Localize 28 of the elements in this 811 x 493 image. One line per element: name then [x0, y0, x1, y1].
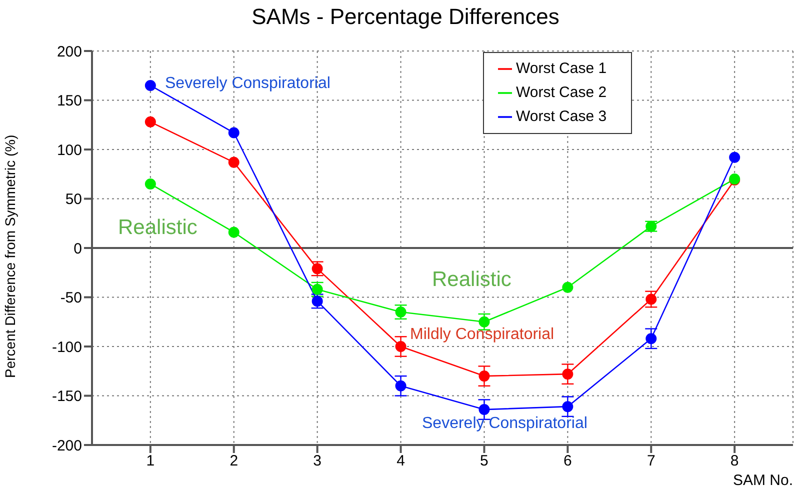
x-axis-title: SAM No.: [732, 472, 793, 489]
y-tick-label: -200: [52, 437, 82, 454]
annotation: Severely Conspiratorial: [422, 415, 588, 433]
legend-label: Worst Case 1: [516, 60, 607, 77]
x-tick-label: 5: [480, 452, 488, 470]
annotation: Realistic: [432, 268, 512, 292]
x-tick-label: 2: [230, 452, 238, 470]
legend-label: Worst Case 3: [516, 108, 607, 125]
y-tick-label: 100: [56, 142, 82, 159]
x-tick-label: 1: [146, 452, 155, 470]
y-tick-label: -150: [52, 388, 82, 406]
x-tick-label: 3: [313, 452, 322, 470]
x-tick-label: 4: [396, 452, 405, 470]
annotation: Severely Conspiratorial: [165, 75, 330, 93]
y-tick-label: -100: [52, 338, 82, 356]
y-tick-label: 50: [65, 191, 82, 208]
y-tick-label: 200: [56, 43, 82, 60]
x-tick-label: 7: [646, 452, 656, 470]
y-tick-label: 150: [56, 92, 82, 110]
x-tick-label: 6: [564, 452, 572, 470]
y-tick-label: -50: [60, 290, 82, 307]
annotation: Mildly Conspiratorial: [410, 326, 554, 344]
y-tick-label: 0: [74, 240, 82, 258]
chart-title: SAMs - Percentage Differences: [250, 4, 560, 30]
annotation: Realistic: [118, 216, 198, 240]
y-axis-title: Percent Difference from Symmetric (%): [2, 134, 18, 378]
legend-label: Worst Case 2: [516, 84, 607, 101]
x-tick-label: 8: [730, 452, 739, 470]
